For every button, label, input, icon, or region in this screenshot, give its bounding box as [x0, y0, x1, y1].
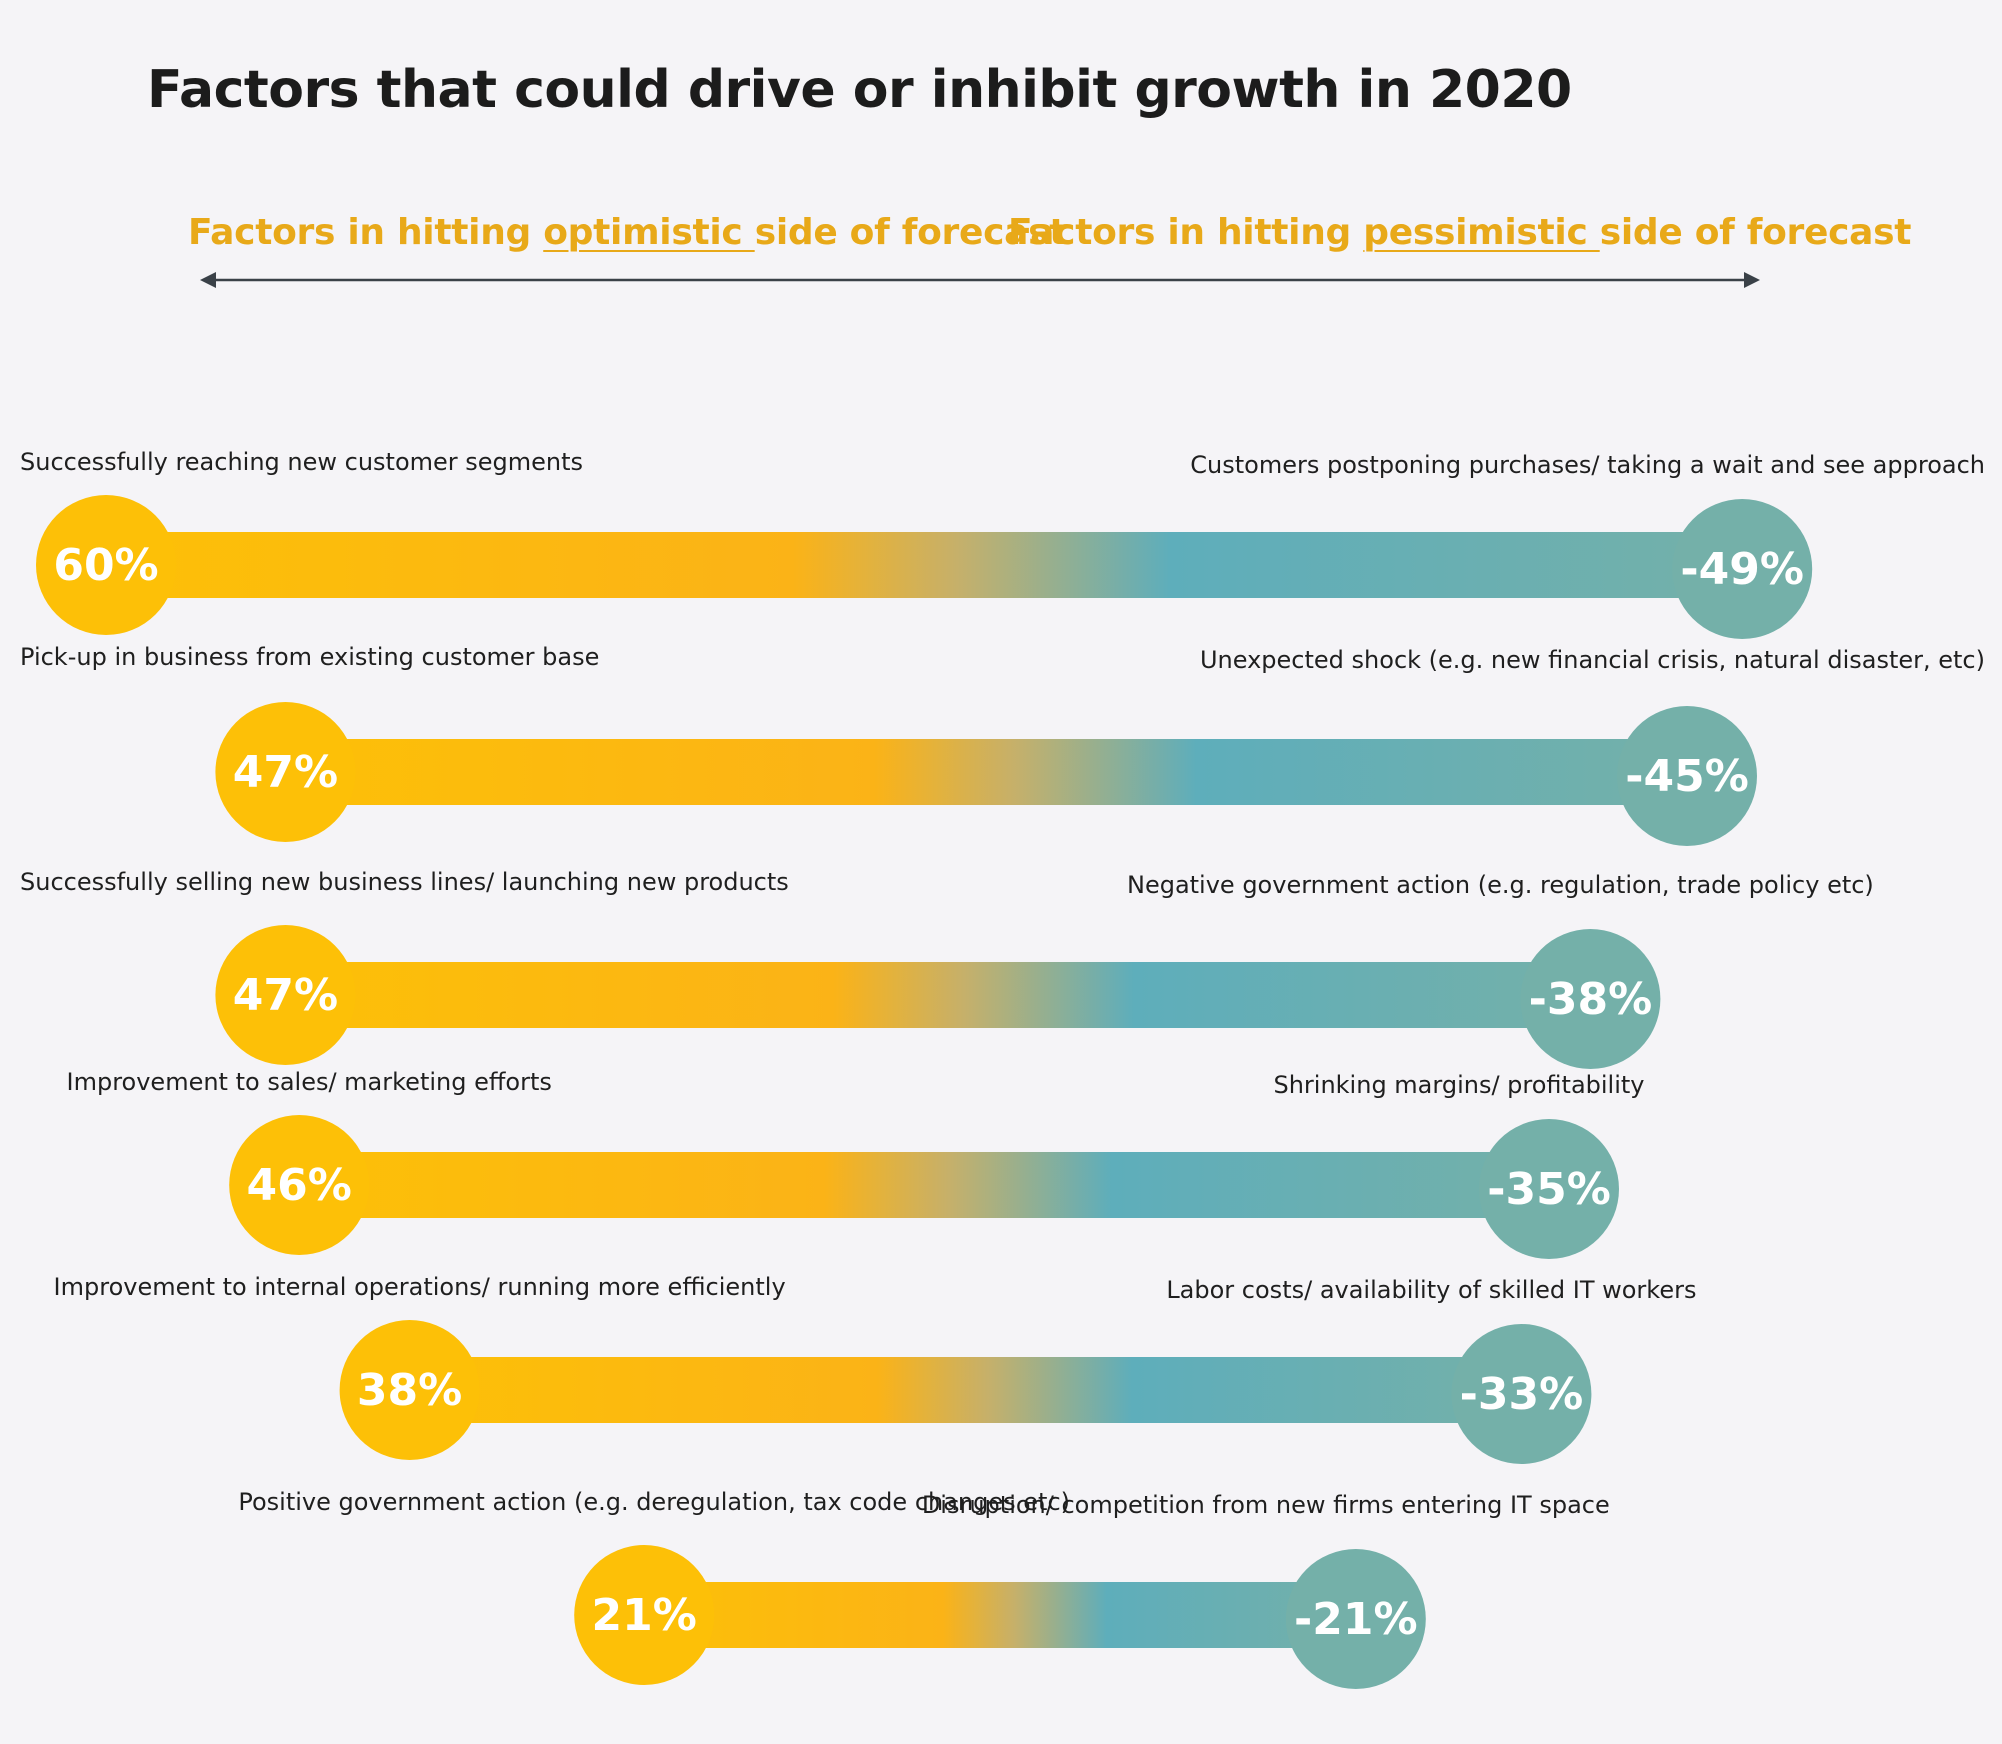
positive-factor-label: Successfully reaching new customer segme… [20, 448, 583, 476]
negative-value-circle [1617, 706, 1757, 846]
negative-factor-label: Unexpected shock (e.g. new financial cri… [1200, 646, 1985, 674]
pessimistic-heading-pre: Factors in hitting [1008, 212, 1364, 253]
negative-factor-label: Negative government action (e.g. regulat… [1127, 871, 1874, 899]
positive-factor-label: Positive government action (e.g. deregul… [238, 1488, 1070, 1516]
positive-value-circle [339, 1320, 480, 1460]
double-arrow-icon [200, 272, 1760, 288]
negative-value-label: -38% [1529, 974, 1653, 1025]
optimistic-keyword: optimistic [543, 212, 755, 253]
negative-value-circle [1451, 1324, 1592, 1464]
negative-value-label: -21% [1294, 1594, 1418, 1645]
negative-value-circle [1479, 1119, 1619, 1259]
positive-factor-label: Pick-up in business from existing custom… [20, 643, 599, 671]
negative-factor-label: Shrinking margins/ profitability [1273, 1071, 1644, 1099]
gradient-bar [644, 1582, 1356, 1648]
positive-value-circle [574, 1545, 715, 1685]
negative-value-circle [1285, 1549, 1426, 1689]
gradient-bar [409, 1357, 1522, 1423]
negative-value-label: -35% [1487, 1164, 1611, 1215]
optimistic-side-heading: Factors in hitting optimistic side of fo… [188, 212, 1066, 253]
negative-factor-label: Customers postponing purchases/ taking a… [1190, 451, 1985, 479]
positive-value-label: 60% [53, 540, 158, 591]
positive-value-label: 21% [592, 1590, 697, 1641]
positive-value-label: 47% [233, 747, 338, 798]
negative-value-label: -45% [1625, 751, 1749, 802]
gradient-bar [285, 739, 1687, 805]
chart-title: Factors that could drive or inhibit grow… [147, 60, 1572, 120]
positive-factor-label: Improvement to internal operations/ runn… [54, 1273, 786, 1301]
positive-factor-label: Successfully selling new business lines/… [20, 868, 789, 896]
positive-factor-label: Improvement to sales/ marketing efforts [67, 1068, 552, 1096]
negative-value-circle [1672, 499, 1813, 639]
positive-value-circle [215, 702, 356, 842]
pessimistic-side-heading: Factors in hitting pessimistic side of f… [1008, 212, 1911, 253]
gradient-bar [106, 532, 1743, 598]
positive-value-label: 38% [357, 1365, 462, 1416]
negative-value-label: -49% [1680, 544, 1804, 595]
positive-value-circle [36, 495, 176, 635]
negative-value-circle [1520, 929, 1661, 1069]
positive-value-circle [215, 925, 356, 1065]
optimistic-heading-pre: Factors in hitting [188, 212, 544, 253]
pessimistic-heading-post: side of forecast [1599, 212, 1912, 253]
negative-factor-label: Disruption/ competition from new firms e… [922, 1491, 1610, 1519]
positive-value-label: 46% [247, 1160, 352, 1211]
negative-factor-label: Labor costs/ availability of skilled IT … [1166, 1276, 1696, 1304]
positive-value-label: 47% [233, 970, 338, 1021]
negative-value-label: -33% [1460, 1369, 1584, 1420]
positive-value-circle [229, 1115, 370, 1255]
optimistic-heading-post: side of forecast [754, 212, 1067, 253]
gradient-bar [285, 962, 1591, 1028]
pessimistic-keyword: pessimistic [1363, 212, 1600, 253]
gradient-bar [299, 1152, 1550, 1218]
